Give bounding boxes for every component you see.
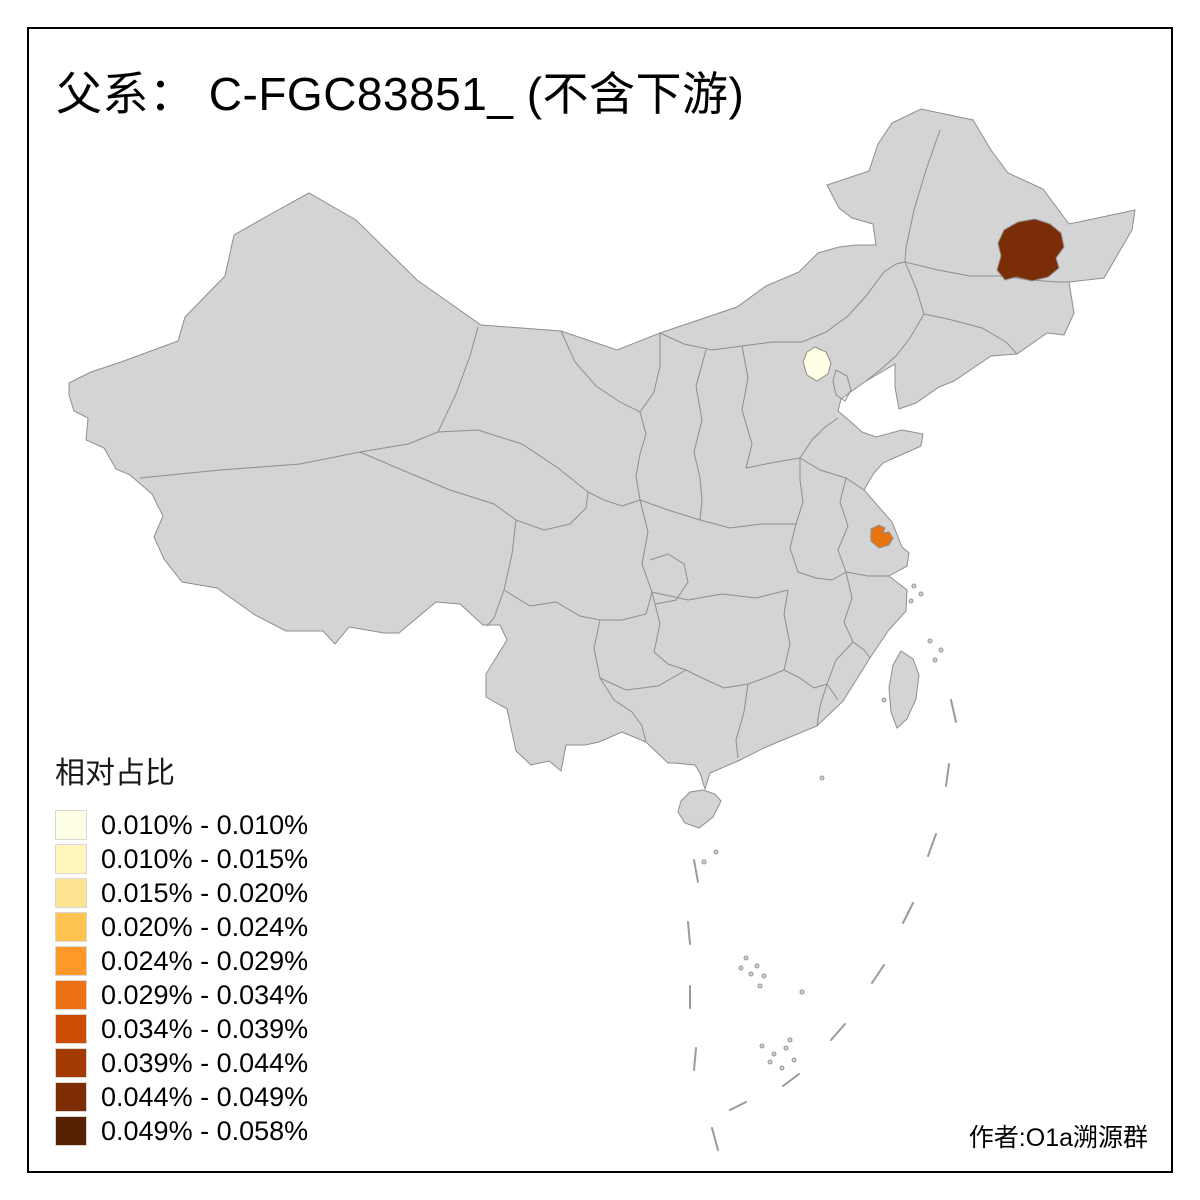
- legend-label: 0.034% - 0.039%: [101, 1013, 309, 1044]
- sea-islands: [701, 583, 944, 1071]
- legend-item: 0.049% - 0.058%: [55, 1116, 308, 1146]
- legend-swatch: [55, 912, 87, 942]
- legend-item: 0.039% - 0.044%: [55, 1048, 308, 1078]
- taiwan-island: [888, 650, 920, 729]
- legend-label: 0.024% - 0.029%: [101, 945, 309, 976]
- legend-label: 0.010% - 0.010%: [101, 809, 309, 840]
- legend-item: 0.034% - 0.039%: [55, 1014, 308, 1044]
- province-borders: [139, 129, 1069, 759]
- highlight-region-beijing: [802, 346, 832, 382]
- legend-swatch: [55, 1014, 87, 1044]
- nine-dash-line: [687, 699, 957, 1151]
- legend-label: 0.039% - 0.044%: [101, 1047, 309, 1078]
- legend-swatch: [55, 810, 87, 840]
- highlight-region-northeast: [996, 218, 1065, 282]
- legend-item: 0.044% - 0.049%: [55, 1082, 308, 1112]
- legend-swatch: [55, 1116, 87, 1146]
- mainland-outline: [68, 108, 1136, 791]
- legend-label: 0.015% - 0.020%: [101, 877, 309, 908]
- legend-label: 0.020% - 0.024%: [101, 911, 309, 942]
- legend-swatch: [55, 980, 87, 1010]
- legend-item: 0.029% - 0.034%: [55, 980, 308, 1010]
- legend-label: 0.044% - 0.049%: [101, 1081, 309, 1112]
- legend-item: 0.020% - 0.024%: [55, 912, 308, 942]
- legend-item: 0.024% - 0.029%: [55, 946, 308, 976]
- legend-label: 0.010% - 0.015%: [101, 843, 309, 874]
- hainan-island: [677, 789, 722, 829]
- legend-item: 0.010% - 0.010%: [55, 810, 308, 840]
- highlight-region-yangtze-delta: [870, 524, 894, 549]
- plot-frame: [27, 27, 1173, 1173]
- legend-title: 相对占比: [55, 757, 175, 790]
- legend-label: 0.049% - 0.058%: [101, 1115, 309, 1146]
- legend-swatch: [55, 946, 87, 976]
- legend-items: 0.010% - 0.010% 0.010% - 0.015% 0.015% - 0…: [55, 810, 308, 1146]
- legend-swatch: [55, 844, 87, 874]
- author-credit: 作者:O1a溯源群: [968, 1124, 1148, 1152]
- legend-swatch: [55, 878, 87, 908]
- page-title: 父系： C-FGC83851_ (不含下游): [56, 68, 745, 120]
- legend-swatch: [55, 1082, 87, 1112]
- legend: 相对占比 0.010% - 0.010% 0.010% - 0.015% 0.015…: [55, 748, 308, 1150]
- legend-label: 0.029% - 0.034%: [101, 979, 309, 1010]
- legend-swatch: [55, 1048, 87, 1078]
- legend-item: 0.015% - 0.020%: [55, 878, 308, 908]
- legend-item: 0.010% - 0.015%: [55, 844, 308, 874]
